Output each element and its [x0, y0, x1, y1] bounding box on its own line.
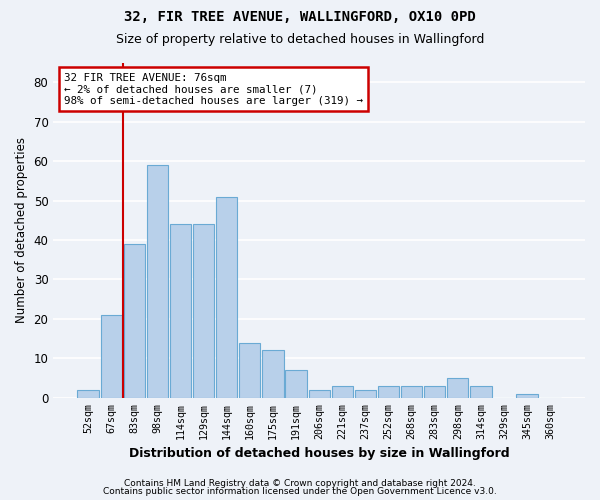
Bar: [193, 224, 214, 398]
Bar: [332, 386, 353, 398]
Bar: [378, 386, 399, 398]
Bar: [447, 378, 469, 398]
Text: Contains HM Land Registry data © Crown copyright and database right 2024.: Contains HM Land Registry data © Crown c…: [124, 478, 476, 488]
Text: 32, FIR TREE AVENUE, WALLINGFORD, OX10 0PD: 32, FIR TREE AVENUE, WALLINGFORD, OX10 0…: [124, 10, 476, 24]
Bar: [239, 342, 260, 398]
Text: Size of property relative to detached houses in Wallingford: Size of property relative to detached ho…: [116, 32, 484, 46]
Bar: [355, 390, 376, 398]
Bar: [147, 165, 168, 398]
X-axis label: Distribution of detached houses by size in Wallingford: Distribution of detached houses by size …: [129, 447, 509, 460]
Bar: [401, 386, 422, 398]
Bar: [424, 386, 445, 398]
Bar: [101, 315, 122, 398]
Bar: [170, 224, 191, 398]
Text: 32 FIR TREE AVENUE: 76sqm
← 2% of detached houses are smaller (7)
98% of semi-de: 32 FIR TREE AVENUE: 76sqm ← 2% of detach…: [64, 72, 363, 106]
Bar: [517, 394, 538, 398]
Bar: [470, 386, 491, 398]
Bar: [286, 370, 307, 398]
Bar: [308, 390, 330, 398]
Bar: [124, 244, 145, 398]
Bar: [262, 350, 284, 398]
Y-axis label: Number of detached properties: Number of detached properties: [15, 137, 28, 323]
Text: Contains public sector information licensed under the Open Government Licence v3: Contains public sector information licen…: [103, 487, 497, 496]
Bar: [77, 390, 99, 398]
Bar: [216, 196, 238, 398]
